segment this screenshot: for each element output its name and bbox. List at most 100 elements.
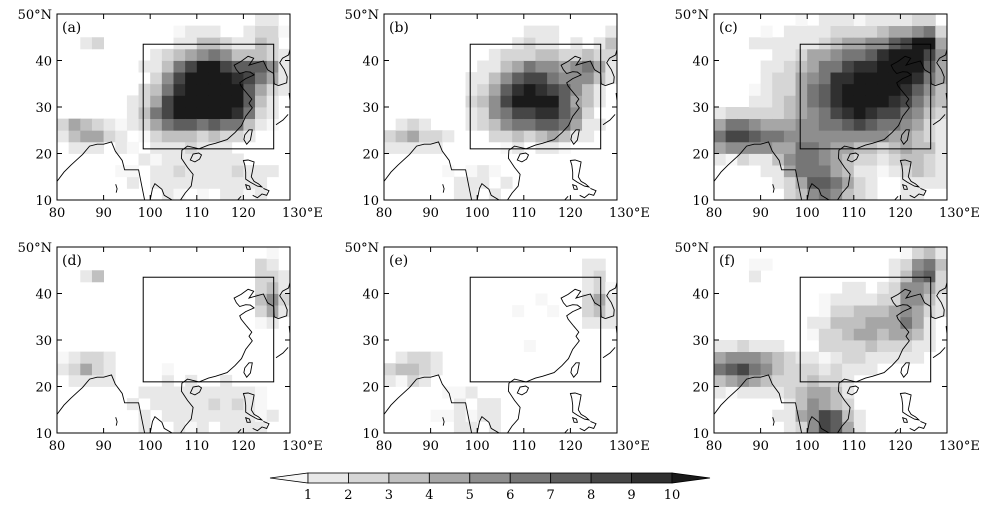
shading-cell [150,176,163,189]
shading-cell [243,118,256,131]
shading-cell [912,328,925,341]
visayas-islands [909,420,927,432]
shading-cell [923,141,936,154]
colorbar-min-arrow [269,472,309,484]
shading-cell [888,351,901,364]
shading-cell [103,351,116,364]
shading-cell [888,270,901,283]
shading-cell [582,60,595,73]
shading-cell [547,130,560,143]
shading-cell [185,386,198,399]
shading-cell [900,14,913,27]
shading-cell [547,48,560,61]
shading-cell [220,37,233,50]
shading-cell [772,374,785,387]
shading-cell [57,130,70,143]
shading-cell [593,83,606,96]
shading-cell [453,188,466,200]
shading-cell [173,37,186,50]
region-box [799,43,932,150]
shading-cell [783,37,796,50]
hainan-island [846,152,860,163]
shading-cell [877,118,890,131]
shading-cell [853,409,866,422]
shading-cell [173,165,186,178]
shading-cell [477,118,490,131]
shading-cell [442,165,455,178]
visayas-islands [579,420,597,432]
shading-cell [818,72,831,85]
shading-cell [266,107,279,120]
shading-cell [243,60,256,73]
shading-cell [255,386,268,399]
shading-cell [535,60,548,73]
shading-cell [605,305,617,318]
shading-cell [500,130,513,143]
shading-cell [737,351,750,364]
shading-cell [935,95,947,108]
shading-cell [818,60,831,73]
shading-cell [500,141,513,154]
visayas-islands [909,187,927,199]
shading-cell [488,421,501,433]
shading-cell [593,60,606,73]
shading-cell [935,130,947,143]
shading-cell [923,48,936,61]
shading-cell [772,107,785,120]
map-panel: 80 90 100 110 120 130°E 10 20 30 40 50°N (b) [345,8,650,221]
shading-cell [830,176,843,189]
shading-cell [737,363,750,376]
shading-cell [900,141,913,154]
shading-cell [395,141,408,154]
shading-cell [807,398,820,411]
colorbar-label: 5 [466,488,474,503]
luzon-island [899,392,921,421]
shading-cell [395,351,408,364]
shading-cell [923,153,936,166]
shading-cell [488,72,501,85]
colorbar-label: 8 [587,488,595,503]
map-panel: 80 90 100 110 120 130°E 10 20 30 40 50°N (e) [345,241,650,454]
shading-cell [725,363,738,376]
shading-cell [126,95,139,108]
shading-cell [865,72,878,85]
shading-cell [547,141,560,154]
shading-cell [535,95,548,108]
shading-cell [842,25,855,38]
shading-cell [877,153,890,166]
shading-cell [877,328,890,341]
shading-cell [830,328,843,341]
shading-cell [818,14,831,27]
shading-cell [231,83,244,96]
shading-cell [278,48,290,61]
shading-cell [523,37,536,50]
luzon-island [569,159,591,188]
shading-cell [900,25,913,38]
shading-cell [807,316,820,329]
shading-cell [138,153,151,166]
shading-cell [923,176,936,189]
shading-cell [807,60,820,73]
shading-cell [231,95,244,108]
shading-cell [818,421,831,433]
shading-cell [888,83,901,96]
shading-cell [842,118,855,131]
shading-cell [912,130,925,143]
shading-cell [760,258,773,271]
x-tick-label: 90 [95,439,112,454]
shading-cell [772,83,785,96]
shading-cell [220,374,233,387]
shading-cell [900,95,913,108]
y-tick-label: 20 [362,148,379,163]
shading-cell [900,83,913,96]
shading-cell [865,48,878,61]
korea-coast [605,282,617,320]
shading-cell [243,165,256,178]
shading-cell [266,25,279,38]
shading-cell [570,83,583,96]
shading-cell [255,14,268,27]
shading-cell [500,118,513,131]
ryukyu-islands [602,347,616,359]
shading-cell [80,374,93,387]
shading-cell [830,165,843,178]
